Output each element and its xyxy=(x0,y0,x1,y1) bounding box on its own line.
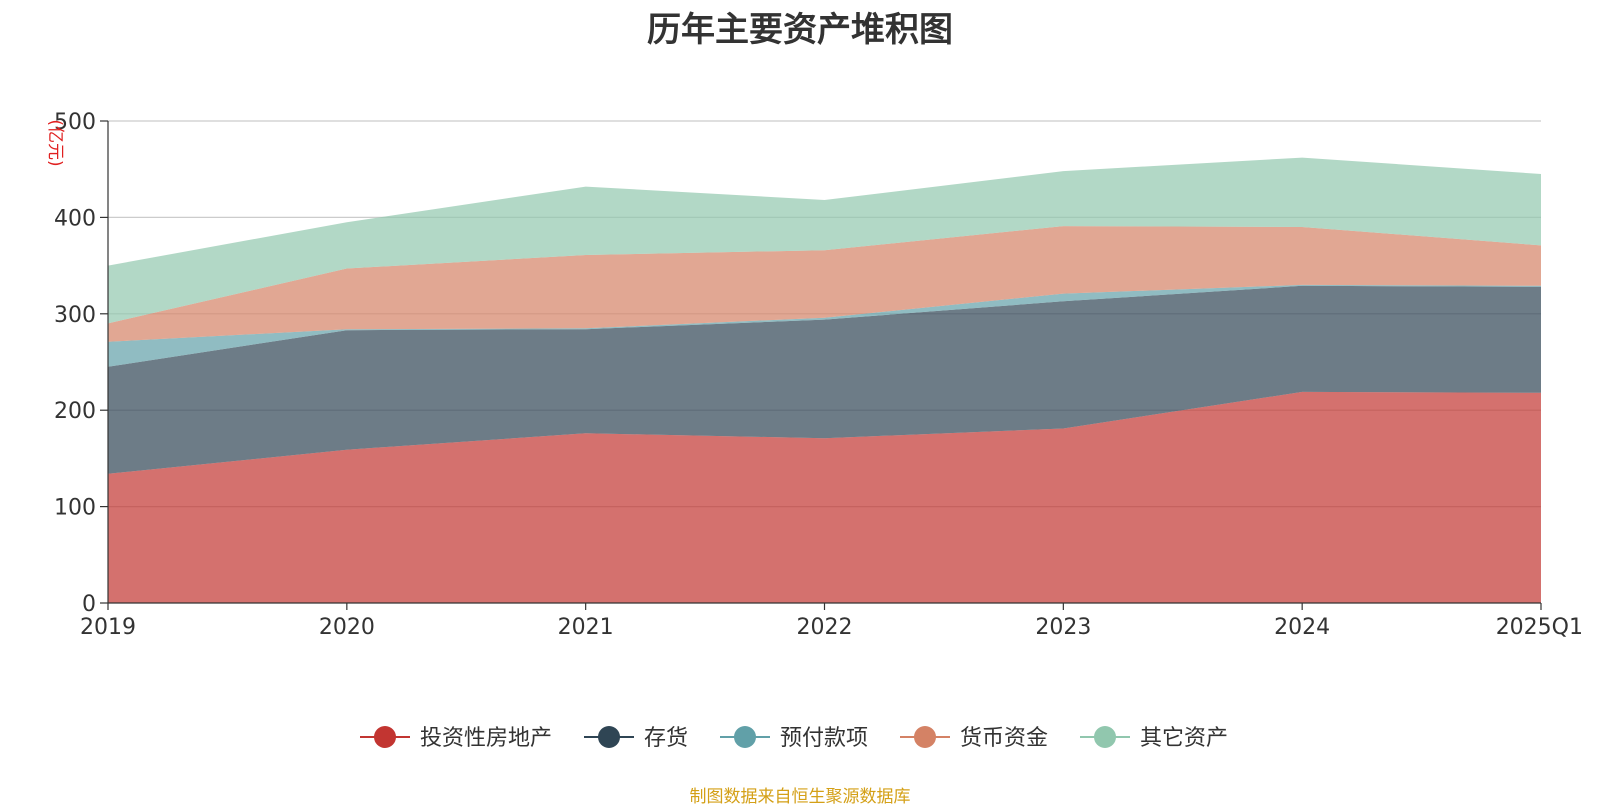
area-series-货币资金 xyxy=(108,226,1541,342)
legend-label: 投资性房地产 xyxy=(420,726,552,751)
legend-label: 预付款项 xyxy=(780,726,868,751)
legend-marker xyxy=(734,726,756,748)
legend: 投资性房地产 存货 预付款项 货币资金 其它资产 xyxy=(360,726,1228,751)
legend-marker xyxy=(598,726,620,748)
y-axis-tick-labels: 0 100 200 300 400 500 xyxy=(54,110,96,617)
x-tick-label: 2024 xyxy=(1274,615,1330,640)
legend-marker xyxy=(1094,726,1116,748)
area-series-其它资产 xyxy=(108,157,1541,324)
chart-title: 历年主要资产堆积图 xyxy=(647,10,953,50)
x-tick-label: 2023 xyxy=(1035,615,1091,640)
y-axis-unit-label: (亿元) xyxy=(45,119,65,166)
y-tick-label: 300 xyxy=(54,303,96,328)
y-tick-label: 100 xyxy=(54,496,96,521)
y-tick-label: 400 xyxy=(54,206,96,231)
area-series-存货 xyxy=(108,285,1541,474)
legend-item[interactable]: 其它资产 xyxy=(1080,726,1228,751)
x-tick-label: 2020 xyxy=(319,615,375,640)
legend-label: 其它资产 xyxy=(1140,726,1228,751)
legend-item[interactable]: 存货 xyxy=(584,726,688,751)
y-tick-label: 0 xyxy=(82,592,96,617)
y-tick-label: 500 xyxy=(54,110,96,135)
x-tick-label: 2021 xyxy=(558,615,614,640)
x-tick-label: 2022 xyxy=(797,615,853,640)
data-source-note: 制图数据来自恒生聚源数据库 xyxy=(689,787,911,807)
legend-label: 货币资金 xyxy=(960,726,1048,751)
x-axis-tick-labels: 2019 2020 2021 2022 2023 2024 2025Q1 xyxy=(80,615,1583,640)
x-tick-label: 2019 xyxy=(80,615,136,640)
y-tick-label: 200 xyxy=(54,399,96,424)
legend-item[interactable]: 预付款项 xyxy=(720,726,868,751)
legend-marker xyxy=(914,726,936,748)
legend-marker xyxy=(374,726,396,748)
x-tick-label: 2025Q1 xyxy=(1496,615,1583,640)
area-series-投资性房地产 xyxy=(108,391,1541,603)
legend-item[interactable]: 投资性房地产 xyxy=(360,726,552,751)
legend-item[interactable]: 货币资金 xyxy=(900,726,1048,751)
area-series xyxy=(108,157,1541,603)
axes xyxy=(100,120,1542,610)
legend-label: 存货 xyxy=(644,726,688,751)
